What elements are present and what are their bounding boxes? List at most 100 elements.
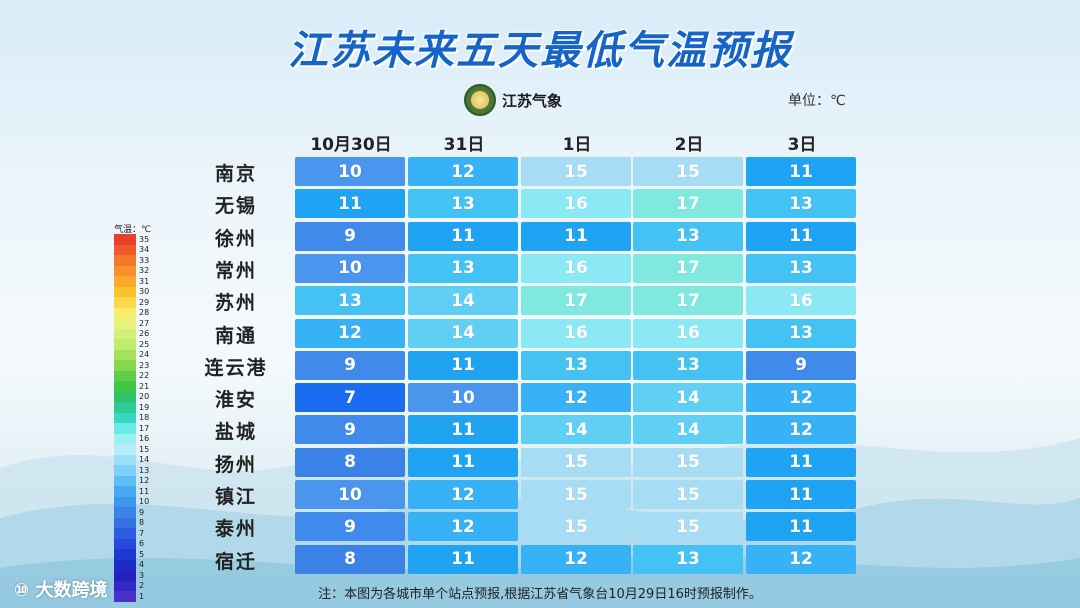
legend-label: 18 bbox=[139, 413, 150, 422]
temp-cell: 9 bbox=[295, 512, 405, 542]
temp-cell: 12 bbox=[408, 157, 518, 186]
legend-swatch bbox=[114, 423, 136, 434]
temp-cell: 15 bbox=[633, 512, 743, 542]
jiangsu-meteorology-badge-icon bbox=[464, 84, 496, 116]
temp-cell: 12 bbox=[746, 383, 856, 413]
temp-cell: 9 bbox=[295, 350, 405, 380]
watermark-text: 大数跨境 bbox=[35, 580, 108, 601]
legend-label: 1 bbox=[139, 591, 145, 601]
city-label: 泰州 bbox=[214, 518, 257, 541]
legend-swatch bbox=[114, 538, 136, 549]
city-label: 徐州 bbox=[214, 227, 257, 250]
legend-swatch bbox=[114, 570, 136, 581]
watermark: ⑩ 大数跨境 bbox=[14, 576, 108, 602]
legend-swatch bbox=[114, 465, 136, 476]
city-label: 常州 bbox=[214, 259, 257, 282]
legend-label: 26 bbox=[139, 329, 150, 338]
legend-label: 6 bbox=[139, 539, 145, 548]
temp-cell: 11 bbox=[408, 221, 518, 251]
temp-cell: 16 bbox=[521, 318, 631, 348]
legend-swatch bbox=[114, 255, 136, 266]
temp-cell: 11 bbox=[408, 447, 518, 477]
date-header: 31日 bbox=[443, 135, 485, 155]
legend-label: 23 bbox=[139, 360, 150, 370]
temp-cell: 9 bbox=[746, 350, 856, 380]
date-header: 10月30日 bbox=[310, 135, 392, 155]
temp-cell: 13 bbox=[633, 544, 743, 574]
temp-cell: 17 bbox=[633, 286, 743, 316]
temp-cell: 14 bbox=[633, 415, 743, 445]
legend-label: 33 bbox=[139, 255, 150, 265]
temp-cell: 13 bbox=[521, 350, 631, 380]
date-header: 2日 bbox=[674, 135, 704, 155]
legend-swatch bbox=[114, 496, 136, 507]
legend-swatch bbox=[114, 360, 136, 371]
legend-swatch bbox=[114, 454, 136, 465]
legend-swatch bbox=[114, 591, 136, 602]
temp-cell: 13 bbox=[295, 286, 405, 316]
temp-cell: 12 bbox=[746, 544, 856, 574]
temp-cell: 15 bbox=[521, 512, 631, 542]
legend-label: 3 bbox=[139, 570, 145, 580]
legend-label: 10 bbox=[139, 497, 150, 506]
legend-label: 7 bbox=[139, 528, 145, 538]
legend-swatch bbox=[114, 370, 136, 381]
legend-label: 17 bbox=[139, 423, 150, 433]
legend-swatch bbox=[114, 381, 136, 392]
legend-swatch bbox=[114, 339, 136, 350]
temp-cell: 12 bbox=[521, 383, 631, 413]
legend-swatch bbox=[114, 297, 136, 308]
legend-label: 11 bbox=[139, 486, 150, 496]
legend-swatch bbox=[114, 559, 136, 570]
legend-title: 气温：℃ bbox=[114, 225, 152, 235]
logo-text: 江苏气象 bbox=[502, 91, 563, 110]
temp-cell: 15 bbox=[633, 480, 743, 509]
footnote: 注：本图为各城市单个站点预报,根据江苏省气象台10月29日16时预报制作。 bbox=[318, 587, 762, 602]
date-header: 3日 bbox=[787, 135, 817, 155]
temp-cell: 13 bbox=[408, 189, 518, 219]
temp-cell: 9 bbox=[295, 415, 405, 445]
legend-swatch bbox=[114, 433, 136, 444]
temp-cell: 11 bbox=[408, 350, 518, 380]
legend-swatch bbox=[114, 244, 136, 255]
temp-cell: 11 bbox=[408, 544, 518, 574]
legend-label: 15 bbox=[139, 444, 150, 454]
temp-cell: 10 bbox=[295, 157, 405, 186]
temp-cell: 13 bbox=[746, 189, 856, 219]
legend-swatch bbox=[114, 412, 136, 423]
city-label: 南京 bbox=[214, 163, 257, 185]
legend-label: 29 bbox=[139, 297, 150, 307]
temp-cell: 12 bbox=[746, 415, 856, 445]
legend-label: 25 bbox=[139, 339, 150, 349]
legend-swatch bbox=[114, 265, 136, 276]
legend-swatch bbox=[114, 517, 136, 528]
legend-swatch bbox=[114, 318, 136, 329]
temp-cell: 14 bbox=[633, 383, 743, 413]
legend-label: 22 bbox=[139, 371, 150, 380]
legend-label: 9 bbox=[139, 507, 145, 517]
temp-cell: 8 bbox=[295, 447, 405, 477]
city-label: 扬州 bbox=[214, 453, 257, 476]
legend-label: 14 bbox=[139, 455, 150, 464]
legend-label: 19 bbox=[139, 402, 150, 412]
temp-cell: 8 bbox=[295, 544, 405, 574]
city-label: 连云港 bbox=[204, 356, 268, 379]
temp-cell: 15 bbox=[633, 447, 743, 477]
city-label: 宿迁 bbox=[214, 550, 257, 573]
temp-cell: 12 bbox=[295, 318, 405, 348]
temp-cell: 16 bbox=[633, 318, 743, 348]
date-header: 1日 bbox=[562, 135, 592, 155]
legend-label: 21 bbox=[139, 381, 150, 391]
temp-cell: 16 bbox=[746, 286, 856, 316]
temp-cell: 16 bbox=[521, 253, 631, 283]
city-label: 南通 bbox=[214, 324, 257, 347]
legend-label: 2 bbox=[139, 581, 145, 590]
logo: 江苏气象 bbox=[464, 84, 562, 116]
legend-swatch bbox=[114, 391, 136, 402]
temp-cell: 10 bbox=[295, 253, 405, 283]
legend-swatch bbox=[114, 475, 136, 486]
temp-cell: 17 bbox=[633, 253, 743, 283]
temp-cell: 15 bbox=[521, 480, 631, 509]
legend-label: 24 bbox=[139, 350, 150, 359]
unit-label: 单位：℃ bbox=[788, 93, 846, 109]
